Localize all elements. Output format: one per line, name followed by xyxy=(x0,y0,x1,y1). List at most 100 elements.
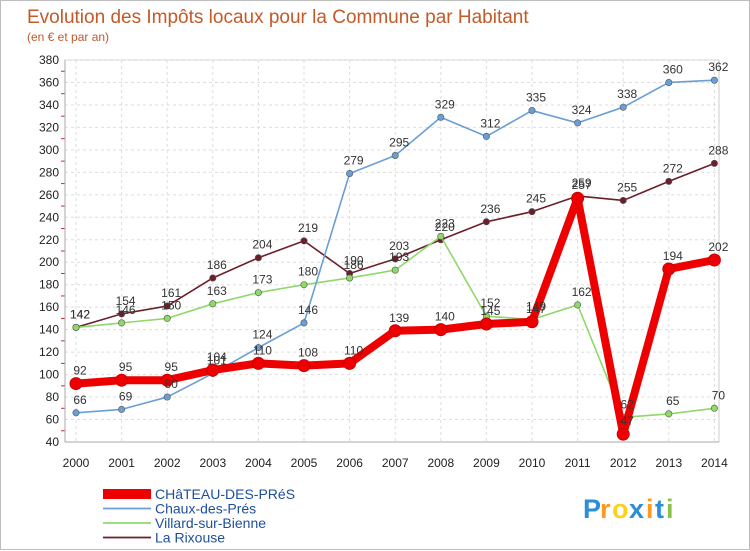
data-label: 279 xyxy=(344,153,364,167)
logo-letter: t xyxy=(655,494,664,524)
data-point xyxy=(479,317,493,331)
logo-letter: o xyxy=(612,494,629,524)
data-point xyxy=(209,274,217,282)
data-label: 80 xyxy=(165,377,179,391)
y-tick-label: 300 xyxy=(39,143,59,157)
y-tick-label: 340 xyxy=(39,98,59,112)
data-point xyxy=(482,132,490,140)
data-point xyxy=(525,315,539,329)
x-tick-label: 2013 xyxy=(655,456,682,470)
x-tick-label: 2007 xyxy=(382,456,409,470)
data-label: 272 xyxy=(663,161,683,175)
legend-label: Villard-sur-Bienne xyxy=(155,515,266,531)
data-label: 139 xyxy=(389,311,409,325)
y-tick-label: 60 xyxy=(46,413,60,427)
data-point xyxy=(437,113,445,121)
logo-letter: x xyxy=(629,494,644,524)
data-point xyxy=(254,344,262,352)
y-tick-label: 280 xyxy=(39,165,59,179)
x-tick-label: 2001 xyxy=(108,456,135,470)
data-point xyxy=(391,152,399,160)
data-point xyxy=(163,393,171,401)
x-tick-label: 2009 xyxy=(473,456,500,470)
data-point xyxy=(254,289,262,297)
data-label: 140 xyxy=(435,310,455,324)
data-label: 312 xyxy=(480,116,500,130)
data-label: 324 xyxy=(572,103,592,117)
data-label: 219 xyxy=(298,221,318,235)
data-label: 110 xyxy=(253,343,272,357)
data-point xyxy=(665,78,673,86)
data-point xyxy=(616,427,630,441)
data-label: 145 xyxy=(480,304,500,318)
data-point xyxy=(528,107,536,115)
data-label: 47 xyxy=(621,414,635,428)
data-point xyxy=(69,377,83,391)
data-label: 150 xyxy=(161,298,181,312)
data-point xyxy=(251,356,265,370)
data-point xyxy=(300,281,308,289)
x-tick-label: 2005 xyxy=(291,456,318,470)
data-label: 110 xyxy=(344,343,363,357)
x-tick-label: 2003 xyxy=(199,456,226,470)
data-label: 186 xyxy=(344,258,364,272)
data-point xyxy=(710,404,718,412)
y-tick-label: 140 xyxy=(39,323,59,337)
data-point xyxy=(72,409,80,417)
data-point xyxy=(707,253,721,267)
data-label: 360 xyxy=(663,62,683,76)
data-label: 146 xyxy=(116,303,136,317)
data-label: 70 xyxy=(712,388,726,402)
data-label: 220 xyxy=(435,220,455,234)
data-point xyxy=(72,323,80,331)
data-point xyxy=(619,196,627,204)
data-point xyxy=(665,410,673,418)
data-point xyxy=(391,255,399,263)
data-label: 101 xyxy=(207,353,227,367)
data-point xyxy=(528,208,536,216)
y-tick-label: 220 xyxy=(39,233,59,247)
data-label: 62 xyxy=(621,397,635,411)
data-point xyxy=(619,103,627,111)
data-label: 162 xyxy=(572,285,592,299)
data-label: 66 xyxy=(73,393,87,407)
x-tick-label: 2014 xyxy=(701,456,728,470)
x-tick-label: 2006 xyxy=(336,456,363,470)
data-point xyxy=(163,302,171,310)
series-lines xyxy=(69,76,721,441)
y-tick-label: 40 xyxy=(46,435,60,449)
data-label: 335 xyxy=(526,91,546,105)
logo-letter: i xyxy=(646,494,654,524)
data-label: 108 xyxy=(298,346,318,360)
data-point xyxy=(118,310,126,318)
legend-label: CHâTEAU-DES-PRéS xyxy=(155,486,295,502)
x-tick-label: 2002 xyxy=(154,456,181,470)
data-point xyxy=(115,373,129,387)
data-label: 362 xyxy=(708,60,728,74)
data-label: 142 xyxy=(70,307,90,321)
y-tick-label: 120 xyxy=(39,345,59,359)
data-point xyxy=(574,119,582,127)
logo-letter: r xyxy=(600,494,611,524)
data-label: 180 xyxy=(298,265,318,279)
data-label: 146 xyxy=(298,303,318,317)
data-label: 203 xyxy=(389,239,409,253)
x-tick-label: 2008 xyxy=(427,456,454,470)
logo-letter: P xyxy=(583,494,601,524)
data-point xyxy=(665,177,673,185)
data-label: 204 xyxy=(252,238,272,252)
data-label: 245 xyxy=(526,192,546,206)
y-tick-label: 260 xyxy=(39,188,59,202)
data-label: 161 xyxy=(161,286,181,300)
data-label: 154 xyxy=(116,294,136,308)
data-label: 288 xyxy=(708,143,728,157)
data-point xyxy=(254,254,262,262)
legend-label: Chaux-des-Prés xyxy=(155,501,256,517)
data-label: 69 xyxy=(119,389,133,403)
x-tick-label: 2004 xyxy=(245,456,272,470)
data-label: 186 xyxy=(207,258,227,272)
legend: CHâTEAU-DES-PRéSChaux-des-PrésVillard-su… xyxy=(103,486,295,546)
data-point xyxy=(437,232,445,240)
data-label: 95 xyxy=(119,360,133,374)
data-label: 295 xyxy=(389,136,409,150)
